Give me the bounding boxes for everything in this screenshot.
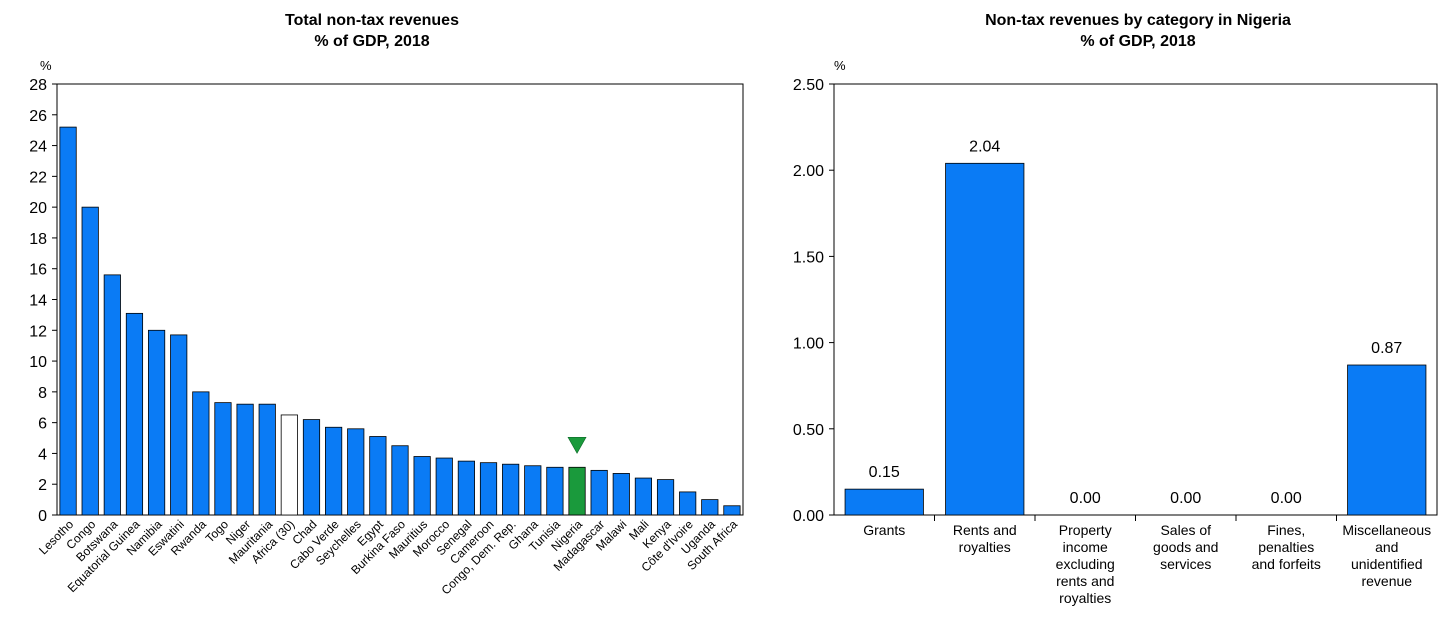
left-bar-tunisia: [546, 466, 564, 516]
right-x-label-fines-penalties-and-forfeits: Fines,: [1267, 522, 1305, 538]
left-bar-congo: [81, 206, 99, 516]
right-data-label-grants: 0.15: [869, 464, 900, 481]
left-y-tick-label: 12: [29, 323, 47, 340]
left-bar-uganda: [701, 499, 719, 516]
right-bars: 0.15 2.04 0.00 0.00 0.00 0.87: [844, 138, 1427, 516]
left-y-tick-label: 18: [29, 231, 47, 248]
right-y-tick-label: 1.00: [793, 336, 824, 353]
left-y-tick-label: 4: [38, 446, 47, 463]
left-y-tick-label: 24: [29, 139, 47, 156]
right-y-tick-label: 1.50: [793, 249, 824, 266]
left-bars: [59, 126, 741, 516]
right-x-label-miscellaneous-and-unidentified-revenue: Miscellaneous: [1342, 522, 1431, 538]
left-chart-title: Total non-tax revenues: [285, 12, 459, 29]
left-y-tick-label: 10: [29, 354, 47, 371]
right-data-label-property-income-excluding-rents-and-royalties: 0.00: [1070, 490, 1101, 507]
left-bar-mali: [634, 477, 653, 516]
right-y-tick-label: 2.00: [793, 163, 824, 180]
left-y-tick-label: 26: [29, 108, 47, 125]
left-bar-togo: [214, 402, 232, 516]
left-bar-congo-dem-rep: [502, 463, 520, 516]
left-bar-c-te-d-ivoire: [679, 491, 697, 516]
left-y-tick-label: 8: [38, 385, 47, 402]
left-bar-egypt: [369, 436, 387, 516]
left-bar-mauritius: [413, 456, 431, 516]
left-bar-equatorial-guinea: [125, 312, 144, 516]
left-chart: Total non-tax revenues % of GDP, 2018 % …: [29, 12, 744, 598]
right-chart-y-unit: %: [834, 58, 846, 73]
right-data-label-fines-penalties-and-forfeits: 0.00: [1271, 490, 1302, 507]
right-bar-rents-and-royalties: [945, 162, 1025, 516]
left-y-tick-label: 28: [29, 77, 47, 94]
left-bar-cameroon: [479, 462, 498, 516]
left-y-tick-label: 22: [29, 169, 47, 186]
right-y-tick-label: 0.50: [793, 422, 824, 439]
left-bar-chad: [302, 419, 321, 516]
right-x-label-fines-penalties-and-forfeits: penalties: [1258, 539, 1314, 555]
nigeria-marker-icon: [567, 436, 587, 454]
right-data-label-rents-and-royalties: 2.04: [969, 138, 1000, 155]
right-plot-frame: [833, 83, 1438, 516]
right-x-label-property-income-excluding-rents-and-royalties: Property: [1059, 522, 1112, 538]
left-bar-madagascar: [590, 469, 608, 516]
left-bar-burkina-faso: [391, 445, 409, 516]
right-chart: Non-tax revenues by category in Nigeria …: [793, 12, 1438, 606]
left-bar-cabo-verde: [325, 426, 343, 516]
right-x-label-property-income-excluding-rents-and-royalties: income: [1063, 539, 1108, 555]
right-x-label-sales-of-goods-and-services: goods and: [1153, 539, 1218, 555]
right-x-label-fines-penalties-and-forfeits: and forfeits: [1252, 556, 1321, 572]
left-bar-botswana: [103, 274, 121, 516]
left-bar-mauritania: [258, 403, 276, 516]
left-bar-eswatini: [170, 334, 188, 516]
left-bar-africa-30: [280, 414, 298, 516]
right-chart-subtitle: % of GDP, 2018: [1080, 33, 1195, 50]
left-bar-senegal: [457, 460, 475, 516]
right-x-label-property-income-excluding-rents-and-royalties: rents and: [1056, 573, 1114, 589]
right-x-label-property-income-excluding-rents-and-royalties: excluding: [1056, 556, 1115, 572]
left-bar-ghana: [524, 465, 542, 516]
right-x-label-miscellaneous-and-unidentified-revenue: and: [1375, 539, 1398, 555]
left-bar-morocco: [435, 457, 453, 516]
left-chart-subtitle: % of GDP, 2018: [314, 33, 429, 50]
right-x-label-miscellaneous-and-unidentified-revenue: revenue: [1361, 573, 1412, 589]
right-bar-miscellaneous-and-unidentified-revenue: [1347, 364, 1427, 516]
left-y-tick-label: 2: [38, 477, 47, 494]
left-bar-lesotho: [59, 126, 77, 516]
left-bar-rwanda: [192, 391, 210, 516]
right-x-axis: Grants Rents androyaltiesPropertyincomeex…: [863, 515, 1431, 606]
right-x-label-property-income-excluding-rents-and-royalties: royalties: [1059, 590, 1111, 606]
right-x-label-sales-of-goods-and-services: Sales of: [1160, 522, 1211, 538]
right-y-axis: 0.00 0.50 1.00 1.50 2.00 2.50: [793, 77, 834, 525]
left-y-tick-label: 16: [29, 262, 47, 279]
left-bar-namibia: [147, 329, 166, 516]
right-y-tick-label: 0.00: [793, 508, 824, 525]
right-data-label-sales-of-goods-and-services: 0.00: [1170, 490, 1201, 507]
left-bar-seychelles: [347, 428, 365, 516]
right-chart-title: Non-tax revenues by category in Nigeria: [985, 12, 1291, 29]
left-bar-nigeria: [568, 466, 586, 516]
left-y-tick-label: 14: [29, 293, 47, 310]
left-bar-malawi: [612, 473, 630, 516]
left-bar-niger: [236, 403, 254, 516]
right-x-label-grants: Grants: [863, 522, 905, 538]
left-y-tick-label: 0: [38, 508, 47, 525]
left-bar-kenya: [656, 479, 675, 516]
right-x-label-rents-and-royalties: royalties: [959, 539, 1011, 555]
left-bar-south-africa: [723, 505, 741, 516]
right-y-tick-label: 2.50: [793, 77, 824, 94]
left-y-tick-label: 20: [29, 200, 47, 217]
right-x-label-miscellaneous-and-unidentified-revenue: unidentified: [1351, 556, 1423, 572]
right-x-label-sales-of-goods-and-services: services: [1160, 556, 1211, 572]
right-x-label-rents-and-royalties: Rents and: [953, 522, 1017, 538]
right-data-label-miscellaneous-and-unidentified-revenue: 0.87: [1371, 340, 1402, 357]
right-bar-grants: [844, 488, 924, 516]
left-y-tick-label: 6: [38, 416, 47, 433]
left-chart-y-unit: %: [40, 58, 52, 73]
